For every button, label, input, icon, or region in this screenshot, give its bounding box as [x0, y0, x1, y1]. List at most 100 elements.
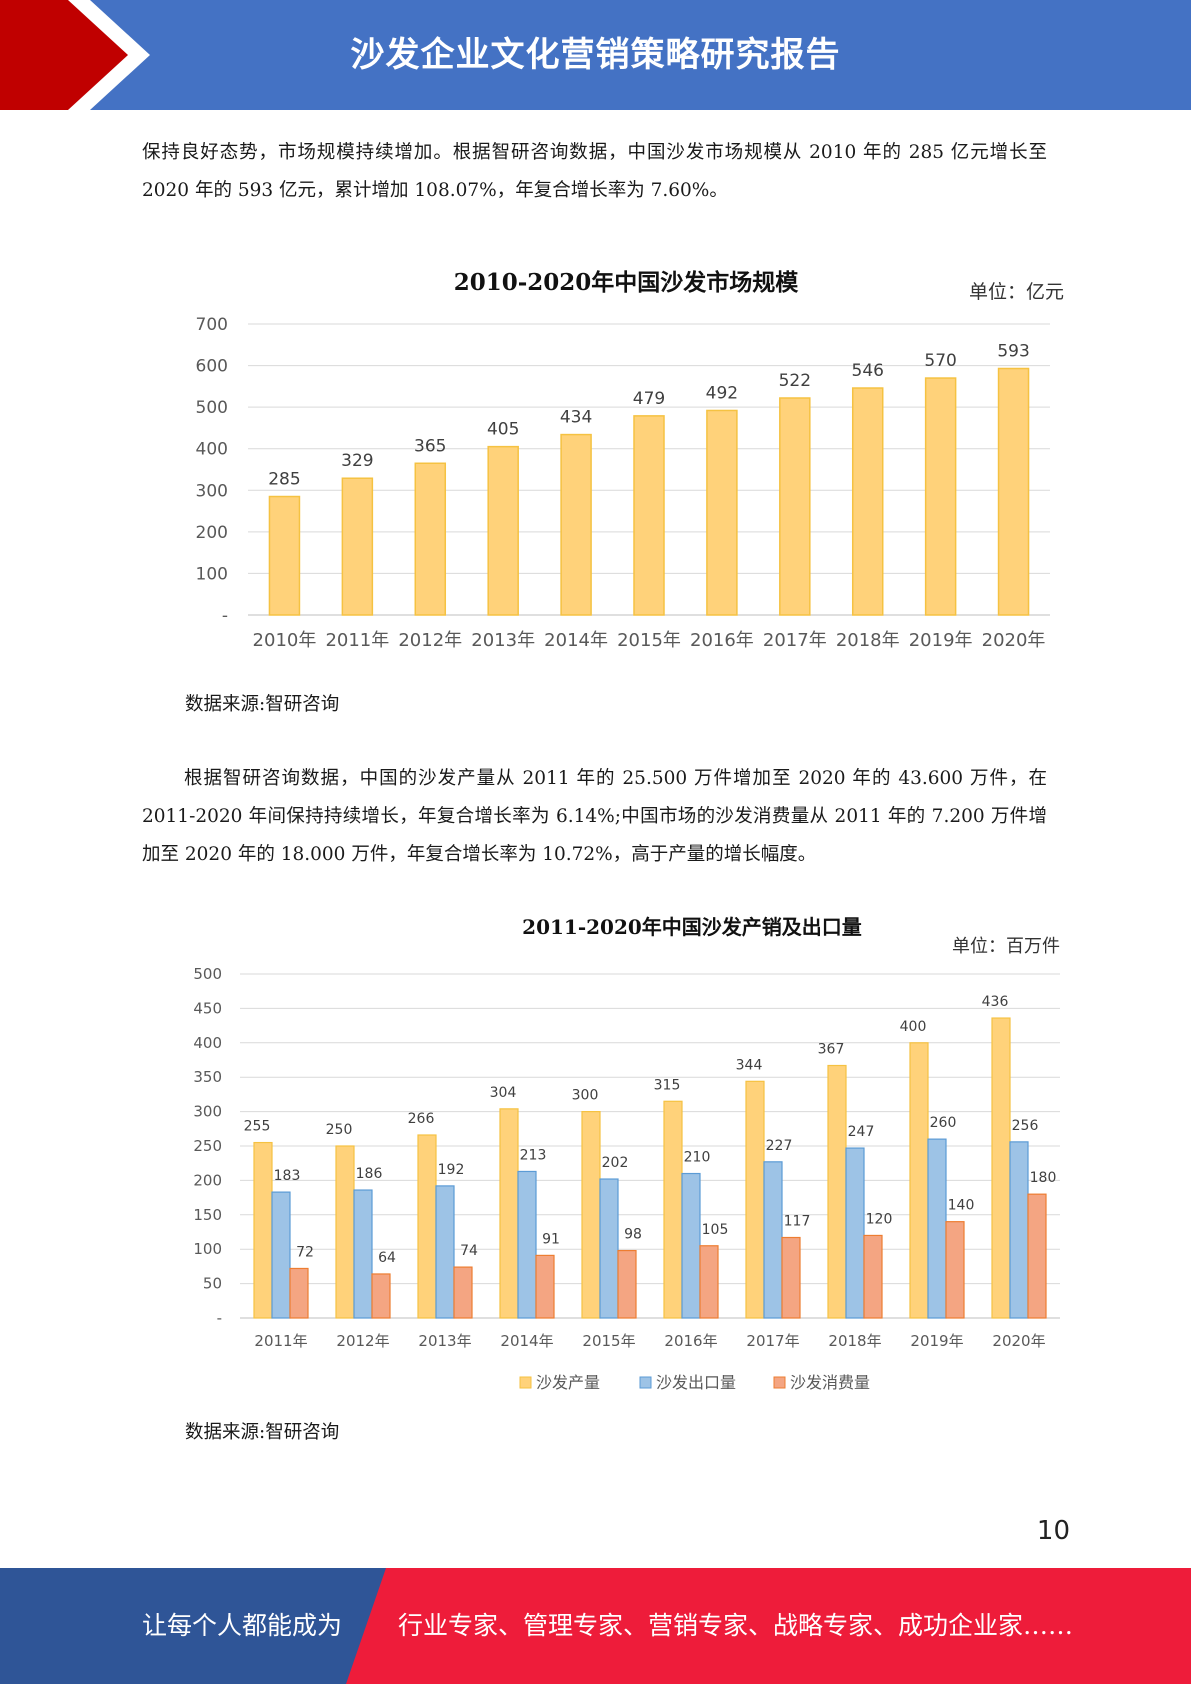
page-number: 10 — [1036, 1516, 1070, 1546]
data-label: 210 — [684, 1150, 711, 1166]
legend-swatch — [639, 1376, 652, 1389]
data-label: 367 — [818, 1042, 845, 1058]
footer-slogan: 让每个人都能成为 — [142, 1611, 343, 1640]
body-paragraph-1: 保持良好态势，市场规模持续增加。根据智研咨询数据，中国沙发市场规模从 2010 … — [142, 142, 1047, 201]
legend-label: 沙发出口量 — [656, 1373, 736, 1392]
data-label: 120 — [866, 1211, 893, 1227]
y-tick-label: - — [222, 606, 228, 626]
legend-swatch — [519, 1376, 532, 1389]
y-tick-label: 400 — [193, 1034, 222, 1052]
data-label: 180 — [1030, 1170, 1057, 1186]
x-tick-label: 2012年 — [398, 630, 462, 651]
data-label: 260 — [930, 1115, 957, 1131]
x-tick-label: 2019年 — [910, 1332, 963, 1350]
bar — [560, 433, 592, 616]
y-tick-label: 250 — [193, 1137, 222, 1155]
y-tick-label: 300 — [196, 481, 228, 501]
data-label: 256 — [1012, 1118, 1039, 1134]
bar — [581, 1111, 601, 1319]
bar — [335, 1145, 355, 1319]
x-tick-label: 2018年 — [828, 1332, 881, 1350]
bar — [851, 387, 884, 616]
chart-unit-label: 单位：百万件 — [952, 936, 1060, 957]
bar — [663, 1100, 683, 1319]
data-label: 202 — [602, 1155, 629, 1171]
bar — [909, 1042, 929, 1319]
data-label: 434 — [560, 408, 592, 428]
bar — [499, 1108, 519, 1319]
bar — [341, 477, 374, 616]
bar — [453, 1266, 473, 1319]
data-label: 593 — [997, 341, 1029, 361]
bar — [781, 1236, 801, 1319]
bar — [617, 1249, 637, 1319]
x-tick-label: 2020年 — [992, 1332, 1045, 1350]
data-label: 304 — [490, 1085, 517, 1101]
bar — [863, 1234, 883, 1319]
x-tick-label: 2019年 — [909, 630, 973, 651]
bar — [599, 1178, 619, 1319]
y-tick-label: 350 — [193, 1068, 222, 1086]
data-label: 315 — [654, 1077, 681, 1093]
bar — [991, 1017, 1011, 1319]
x-tick-label: 2016年 — [690, 630, 754, 651]
page-title: 沙发企业文化营销策略研究报告 — [350, 35, 841, 75]
data-label: 329 — [341, 451, 373, 471]
data-label: 192 — [438, 1162, 465, 1178]
data-label: 436 — [982, 994, 1009, 1010]
data-label: 105 — [702, 1222, 729, 1238]
data-label: 570 — [924, 351, 956, 371]
bar — [845, 1147, 865, 1319]
y-tick-label: 100 — [193, 1240, 222, 1258]
bar — [827, 1064, 847, 1319]
x-tick-label: 2018年 — [836, 630, 900, 651]
x-tick-label: 2016年 — [664, 1332, 717, 1350]
data-label: 492 — [706, 383, 738, 403]
y-tick-label: - — [217, 1309, 222, 1327]
bar — [699, 1245, 719, 1319]
data-label: 285 — [268, 470, 300, 490]
chart-unit-label: 单位：亿元 — [969, 281, 1064, 303]
y-tick-label: 450 — [193, 999, 222, 1017]
data-label: 213 — [520, 1147, 547, 1163]
chart-title: 2011-2020年中国沙发产销及出口量 — [522, 915, 862, 939]
x-tick-label: 2015年 — [617, 630, 681, 651]
data-label: 250 — [326, 1122, 353, 1138]
bar — [435, 1185, 455, 1319]
footer-banner — [0, 1568, 1191, 1684]
data-label: 74 — [460, 1243, 478, 1259]
bar — [997, 367, 1030, 616]
data-label: 266 — [408, 1111, 435, 1127]
bar — [706, 409, 738, 616]
bar — [253, 1141, 273, 1319]
legend-swatch — [773, 1376, 786, 1389]
data-label: 64 — [378, 1250, 396, 1266]
bar — [353, 1189, 373, 1319]
footer-expert-list: 行业专家、管理专家、营销专家、战略专家、成功企业家…… — [398, 1611, 1074, 1640]
data-label: 98 — [624, 1227, 642, 1243]
data-label: 400 — [900, 1019, 927, 1035]
bar — [371, 1273, 391, 1319]
y-tick-label: 200 — [196, 523, 228, 543]
bar — [417, 1134, 437, 1319]
header-banner: 沙发企业文化营销策略研究报告 — [0, 0, 1191, 110]
y-tick-label: 600 — [196, 357, 228, 377]
chart-title: 2010-2020年中国沙发市场规模 — [454, 269, 800, 296]
market-size-bar-chart: 2010-2020年中国沙发市场规模 单位：亿元 285 329 365 405 434… — [196, 269, 1064, 651]
bar — [289, 1267, 309, 1319]
legend-label: 沙发产量 — [536, 1373, 600, 1392]
chevron-arrow-icon — [0, 0, 150, 110]
bar — [517, 1170, 537, 1319]
y-tick-label: 100 — [196, 564, 228, 584]
data-label: 72 — [296, 1244, 314, 1260]
body-paragraph-2: 根据智研咨询数据，中国的沙发产量从 2011 年的 25.500 万件增加至 2… — [142, 768, 1047, 865]
data-label: 546 — [852, 361, 884, 381]
bar — [1009, 1141, 1029, 1319]
y-tick-label: 400 — [196, 440, 228, 460]
data-source-1: 数据来源:智研咨询 — [185, 694, 340, 715]
data-label: 140 — [948, 1198, 975, 1214]
bar — [633, 415, 665, 616]
data-label: 405 — [487, 420, 519, 440]
x-tick-label: 2013年 — [471, 630, 535, 651]
data-label: 344 — [736, 1057, 763, 1073]
